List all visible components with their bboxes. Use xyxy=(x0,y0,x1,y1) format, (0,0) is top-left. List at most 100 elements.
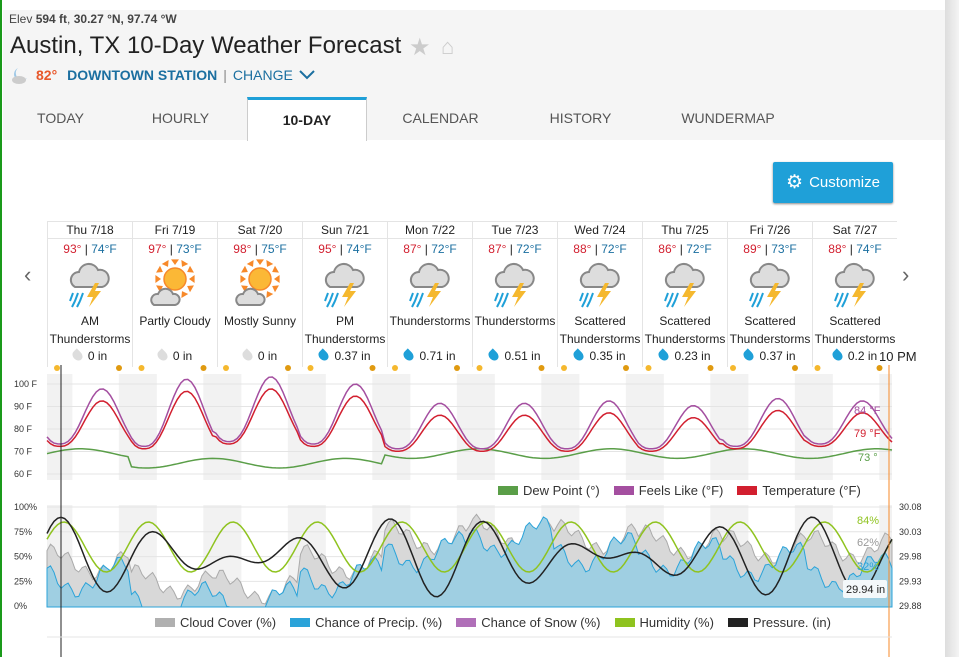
day-precip: 0 in xyxy=(48,348,132,363)
tab-hourly[interactable]: HOURLY xyxy=(151,110,210,126)
feels-like-readout: 84 °F xyxy=(854,405,881,417)
sunset-icon xyxy=(792,365,798,371)
sunset-icon xyxy=(707,365,714,371)
y-tick-label: 70 F xyxy=(14,447,33,457)
low-temp: 73°F xyxy=(771,242,797,256)
thunderstorm-icon xyxy=(324,262,365,308)
sunset-icon xyxy=(116,365,122,371)
low-temp: 74°F xyxy=(91,242,117,256)
legend-humidity[interactable]: Humidity (%) xyxy=(614,615,714,630)
high-temp: 89° xyxy=(743,242,762,256)
next-arrow-icon[interactable]: › xyxy=(902,262,910,287)
night-band xyxy=(47,374,73,480)
y2-tick-label: 29.98 xyxy=(899,552,922,562)
window-border xyxy=(0,0,2,657)
legend-temperature[interactable]: Temperature (°F) xyxy=(737,483,861,498)
sunrise-icon xyxy=(476,365,483,371)
sun-cloud-icon xyxy=(235,259,280,306)
precip-readout: 32% xyxy=(857,561,879,573)
customize-button[interactable]: ⚙ Customize xyxy=(773,162,893,203)
legend-dew-point[interactable]: Dew Point (°) xyxy=(498,483,600,498)
sunset-icon xyxy=(285,365,291,371)
pressure-tooltip xyxy=(843,580,887,598)
y-tick-label: 90 F xyxy=(14,402,33,412)
day-temps: 89° | 73°F xyxy=(743,242,797,256)
night-band xyxy=(203,374,216,480)
day-column[interactable]: Thu 7/18 93° | 74°F AM Thunderstorms 0 i… xyxy=(47,221,132,367)
night-band xyxy=(794,374,808,480)
thunderstorm-icon xyxy=(579,262,620,308)
night-band xyxy=(216,374,242,480)
legend-cloud-cover[interactable]: Cloud Cover (%) xyxy=(155,615,276,630)
night-band xyxy=(385,374,411,480)
home-icon[interactable]: ⌂ xyxy=(441,34,455,59)
day-column[interactable]: Sat 7/27 88° | 74°F Scattered Thundersto… xyxy=(812,221,897,367)
cloud-cover-readout: 62% xyxy=(857,537,879,549)
pressure-readout: 29.94 in xyxy=(846,584,885,596)
precip-amount: 0.35 in xyxy=(589,349,626,363)
day-column[interactable]: Fri 7/19 97° | 73°F Partly Cloudy 0 in xyxy=(132,221,217,367)
precip-amount: 0.37 in xyxy=(759,349,796,363)
header-panel xyxy=(3,10,945,140)
sunset-icon xyxy=(200,365,207,371)
day-column[interactable]: Sun 7/21 95° | 74°F PM Thunderstorms 0.3… xyxy=(302,221,387,367)
night-band xyxy=(879,374,892,480)
day-column[interactable]: Thu 7/25 86° | 72°F Scattered Thundersto… xyxy=(642,221,727,367)
day-column[interactable]: Tue 7/23 87° | 72°F Thunderstorms 0.51 i… xyxy=(472,221,557,367)
precip-amount: 0.37 in xyxy=(334,349,371,363)
pressure-line xyxy=(46,516,893,598)
low-temp: 74°F xyxy=(856,242,882,256)
y-tick-label: 50% xyxy=(14,552,32,562)
day-column[interactable]: Sat 7/20 98° | 75°F Mostly Sunny 0 in xyxy=(217,221,302,367)
chevron-down-icon[interactable] xyxy=(299,70,315,80)
tab-wundermap[interactable]: WUNDERMAP xyxy=(681,110,775,126)
legend-chance-snow[interactable]: Chance of Snow (%) xyxy=(456,615,601,630)
feels-like-line xyxy=(46,376,893,450)
precip-legend: Cloud Cover (%) Chance of Precip. (%) Ch… xyxy=(155,615,831,630)
thunderstorm-icon xyxy=(664,262,705,308)
day-temps: 87° | 72°F xyxy=(488,242,542,256)
station-name[interactable]: DOWNTOWN STATION xyxy=(67,67,218,83)
elevation-info: Elev 594 ft, 30.27 °N, 97.74 °W xyxy=(9,12,177,26)
high-temp: 97° xyxy=(148,242,167,256)
tab-history[interactable]: HISTORY xyxy=(549,110,612,126)
day-condition: Scattered Thunderstorms xyxy=(559,314,641,346)
day-condition: Scattered Thunderstorms xyxy=(814,314,896,346)
day-temps: 87° | 72°F xyxy=(403,242,457,256)
day-precip: 0.37 in xyxy=(303,348,387,363)
high-temp: 87° xyxy=(488,242,507,256)
y-tick-label: 75% xyxy=(14,527,32,537)
tab-10-day[interactable]: 10-DAY xyxy=(247,97,367,141)
day-column[interactable]: Fri 7/26 89° | 73°F Scattered Thundersto… xyxy=(727,221,812,367)
star-icon[interactable]: ★ xyxy=(409,34,431,61)
high-temp: 93° xyxy=(63,242,82,256)
day-precip: 0.23 in xyxy=(643,348,727,363)
change-station-link[interactable]: CHANGE xyxy=(232,67,293,83)
tab-calendar[interactable]: CALENDAR xyxy=(402,110,479,126)
sunrise-icon xyxy=(54,365,60,371)
low-temp: 72°F xyxy=(431,242,457,256)
legend-pressure[interactable]: Pressure. (in) xyxy=(727,615,831,630)
sunrise-icon xyxy=(814,365,821,371)
tab-today[interactable]: TODAY xyxy=(37,110,84,126)
legend-chance-precip[interactable]: Chance of Precip. (%) xyxy=(290,615,442,630)
y-tick-label: 0% xyxy=(14,601,27,611)
day-date: Fri 7/19 xyxy=(133,221,217,239)
cursor-time: 10 PM xyxy=(879,349,917,364)
day-temps: 95° | 74°F xyxy=(318,242,372,256)
low-temp: 73°F xyxy=(176,242,202,256)
day-condition: Mostly Sunny xyxy=(223,314,297,328)
sun-cloud-icon xyxy=(150,259,195,306)
day-date: Fri 7/26 xyxy=(728,221,812,239)
day-temps: 86° | 72°F xyxy=(658,242,712,256)
sunrise-icon xyxy=(392,365,398,371)
day-condition: AM Thunderstorms xyxy=(49,314,131,346)
prev-arrow-icon[interactable]: ‹ xyxy=(24,262,32,287)
legend-feels-like[interactable]: Feels Like (°F) xyxy=(613,483,723,498)
day-condition: Partly Cloudy xyxy=(139,314,211,328)
day-column[interactable]: Mon 7/22 87° | 72°F Thunderstorms 0.71 i… xyxy=(387,221,472,367)
sunset-icon xyxy=(538,365,545,371)
day-column[interactable]: Wed 7/24 88° | 72°F Scattered Thundersto… xyxy=(557,221,642,367)
humidity-readout: 84% xyxy=(857,515,879,527)
day-date: Tue 7/23 xyxy=(473,221,557,239)
